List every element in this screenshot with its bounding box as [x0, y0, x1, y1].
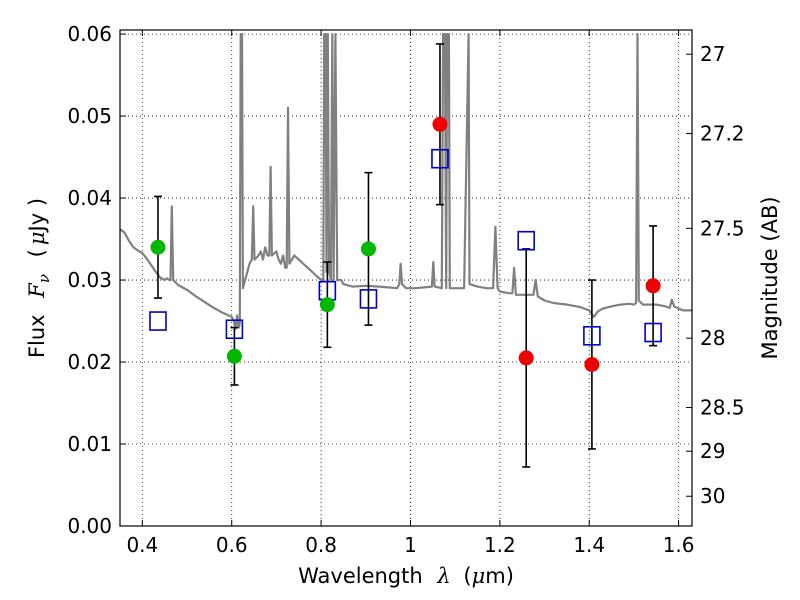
model-spectrum-line [120, 32, 692, 331]
y2-tick-label: 27.5 [700, 216, 745, 240]
model-spectrum-layer [120, 32, 692, 331]
green-data-point [150, 239, 166, 255]
marker-layer [149, 116, 662, 372]
y-tick-label: 0.00 [67, 514, 112, 538]
green-data-point [319, 297, 335, 313]
y-tick-label: 0.04 [67, 186, 112, 210]
y-tick-label: 0.01 [67, 432, 112, 456]
x-tick-label: 1.4 [573, 533, 605, 557]
y2-axis-label: Magnitude (AB) [758, 196, 782, 359]
errorbar-layer [153, 43, 658, 468]
model-square-point [644, 322, 662, 343]
model-square-point [517, 230, 536, 251]
axis-ticks: 0.4 0.6 0.8 1 1.2 1.4 1.6 0.00 0.01 0.02 0.03 0.04 0… [67, 22, 744, 557]
y2-tick-label: 27.2 [700, 122, 745, 146]
red-data-point [518, 350, 534, 366]
y2-tick-label: 27 [700, 42, 725, 66]
y2-tick-label: 29 [700, 439, 725, 463]
y-tick-label: 0.02 [67, 350, 112, 374]
y-tick-label: 0.06 [67, 22, 112, 46]
x-tick-label: 1.6 [663, 533, 695, 557]
model-square-point [431, 148, 449, 169]
model-square-point [359, 289, 378, 309]
model-square-point [225, 319, 244, 340]
x-tick-label: 0.6 [216, 533, 248, 557]
model-square-point [583, 325, 601, 346]
green-data-point [360, 241, 376, 257]
y-tick-label: 0.05 [67, 104, 112, 128]
red-data-point [432, 116, 448, 132]
x-axis-label: Wavelength λ (μm) [298, 564, 514, 588]
x-tick-label: 0.4 [126, 533, 158, 557]
x-tick-label: 0.8 [305, 533, 337, 557]
y2-tick-label: 28 [700, 326, 725, 350]
y2-tick-label: 30 [700, 484, 725, 508]
x-tick-label: 1.2 [484, 533, 516, 557]
green-data-point [226, 348, 242, 364]
red-data-point [645, 278, 661, 294]
y-axis-label: Flux Fν (μJy ) [25, 198, 54, 358]
model-square-point [149, 311, 167, 331]
x-tick-label: 1 [404, 533, 417, 557]
plot-frame [119, 29, 693, 527]
red-data-point [584, 356, 600, 372]
y2-tick-label: 28.5 [700, 395, 745, 419]
y-tick-label: 0.03 [67, 268, 112, 292]
